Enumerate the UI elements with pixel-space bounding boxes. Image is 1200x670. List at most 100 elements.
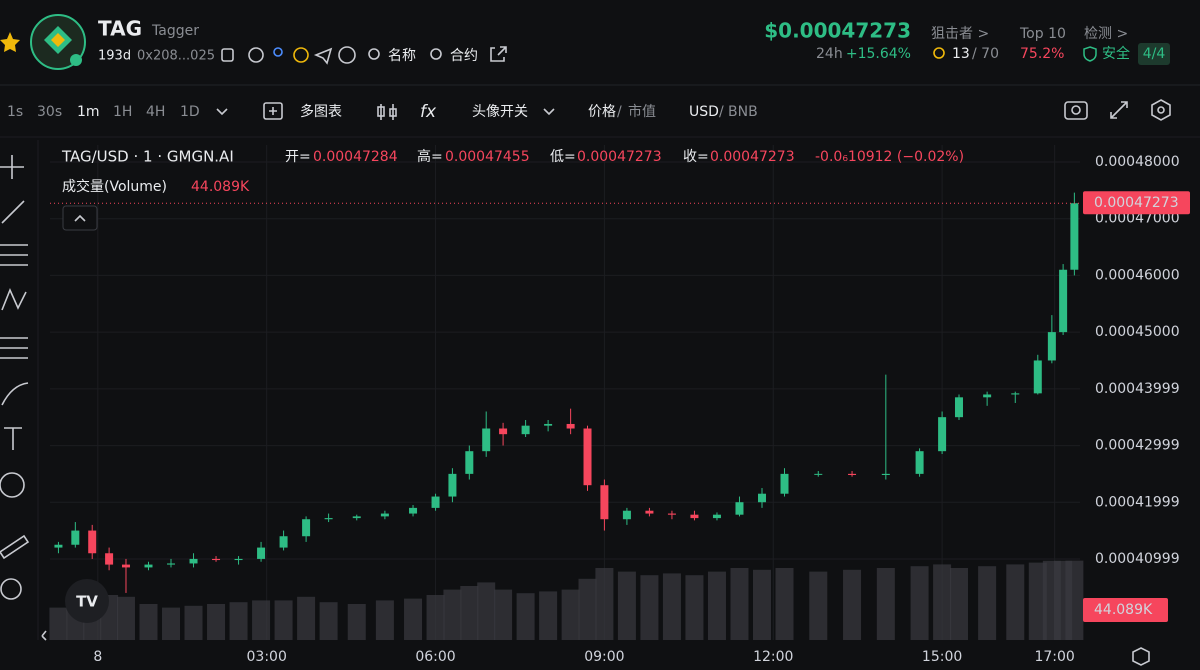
line-tool[interactable]: [1, 200, 25, 224]
volume-label: 44.089K: [1094, 602, 1153, 618]
search-name[interactable]: 名称: [388, 48, 416, 64]
crosshair-tool[interactable]: [0, 155, 24, 179]
ruler-tool[interactable]: [0, 534, 30, 560]
axis-settings[interactable]: [1132, 647, 1150, 666]
candle-body: [881, 473, 890, 475]
user-icon[interactable]: [273, 47, 283, 57]
add-icon[interactable]: [263, 102, 283, 120]
tradingview-logo[interactable]: [65, 579, 109, 623]
volume-value: 44.089K: [191, 179, 250, 195]
candle-body: [54, 544, 63, 548]
volume-bar: [561, 589, 580, 640]
volume-bar: [707, 571, 726, 640]
candle-body: [983, 394, 992, 398]
interval[interactable]: 1H: [113, 104, 132, 120]
camera-icon[interactable]: [1064, 101, 1088, 120]
interval[interactable]: 1m: [77, 104, 100, 120]
volume-bar: [375, 600, 394, 640]
volume-bar: [685, 575, 704, 640]
search-icon[interactable]: [430, 48, 442, 60]
copy-icon[interactable]: [221, 48, 234, 62]
interval[interactable]: 30s: [37, 104, 62, 120]
candle-body: [324, 518, 333, 520]
measure-tool[interactable]: [0, 337, 28, 359]
volume-bar: [184, 605, 203, 640]
volume-bar: [516, 593, 535, 640]
avatar-toggle[interactable]: 头像开关: [472, 104, 528, 120]
volume-label-bg: [1083, 598, 1168, 622]
check-label[interactable]: 检测 >: [1084, 26, 1128, 42]
candle-body: [88, 530, 97, 554]
share-icon[interactable]: [490, 46, 507, 62]
candle-body: [735, 502, 744, 515]
multi-chart[interactable]: 多图表: [300, 103, 342, 120]
candle-body: [71, 530, 80, 545]
fullscreen-icon[interactable]: [1110, 101, 1128, 119]
shield-icon: [1083, 46, 1097, 62]
price-toggle[interactable]: 价格: [588, 104, 616, 120]
warn-icon[interactable]: [293, 47, 309, 63]
candle-body: [712, 514, 721, 519]
settings-icon[interactable]: [1151, 99, 1171, 121]
search-contract[interactable]: 合约: [450, 48, 478, 64]
top10-value: 75.2%: [1020, 46, 1064, 62]
candle-body: [521, 425, 530, 435]
volume-bar: [933, 564, 952, 640]
pattern-tool[interactable]: [1, 287, 27, 311]
axes: 0.00048000 0.00047000 0.00046000 0.00045000…: [50, 154, 1190, 665]
emoji-tool[interactable]: [0, 472, 25, 498]
web-icon[interactable]: [248, 47, 264, 63]
volume-bar: [207, 604, 226, 640]
candle-body: [105, 553, 114, 565]
collapse-legend[interactable]: [62, 205, 98, 231]
interval[interactable]: 1s: [7, 104, 23, 120]
favorite-star[interactable]: [0, 32, 20, 52]
brush-tool[interactable]: [1, 382, 29, 406]
candle-body: [583, 428, 592, 486]
chevron[interactable]: [216, 108, 228, 116]
change-period: 24h: [816, 46, 843, 62]
bnb-toggle[interactable]: BNB: [728, 104, 758, 120]
telegram-icon[interactable]: [313, 47, 333, 65]
market-cap-toggle[interactable]: 市值: [628, 103, 656, 120]
candle-body: [482, 428, 491, 452]
chevron[interactable]: [543, 108, 555, 116]
candle-body: [121, 564, 130, 568]
fib-tool[interactable]: [0, 244, 28, 266]
fx-icon[interactable]: fx: [420, 102, 437, 122]
text-tool[interactable]: [4, 427, 22, 450]
volume-bar: [752, 569, 771, 640]
y-tick-label: 0.00048000: [1095, 154, 1180, 170]
chart-icon[interactable]: [338, 46, 356, 64]
candle-body: [780, 473, 789, 494]
sniper-icon: [933, 47, 945, 59]
candle-body: [1047, 332, 1056, 361]
open-label: 开=: [285, 149, 311, 165]
search-icon[interactable]: [368, 48, 380, 60]
close-label: 收=: [683, 149, 709, 165]
candle-body: [1070, 203, 1079, 270]
usd-toggle[interactable]: USD: [689, 104, 719, 120]
candle-body: [212, 558, 221, 561]
add-icon: [269, 107, 277, 115]
interval[interactable]: 1D: [180, 104, 200, 120]
interval[interactable]: 4H: [146, 104, 165, 120]
candle-body: [465, 451, 474, 474]
candle-body: [1011, 393, 1020, 395]
change: +15.64%: [846, 46, 911, 62]
address[interactable]: 0x208...025: [137, 49, 215, 64]
volume-bar: [274, 600, 293, 640]
volume: [49, 560, 1084, 640]
zoom-tool[interactable]: [0, 578, 22, 600]
token-name: Tagger: [151, 23, 199, 39]
candle-body: [380, 513, 389, 517]
collapse-tool[interactable]: [41, 630, 47, 641]
y-tick-label: 0.00043999: [1095, 381, 1180, 397]
candle-body: [499, 428, 508, 435]
drawing-tools: [0, 155, 47, 641]
snipers-label[interactable]: 狙击者 >: [931, 26, 989, 42]
collapse-legend: [74, 214, 86, 222]
open-value: 0.00047284: [313, 149, 398, 165]
y-tick-label: 0.00041999: [1095, 494, 1180, 510]
volume-bar: [978, 566, 997, 640]
